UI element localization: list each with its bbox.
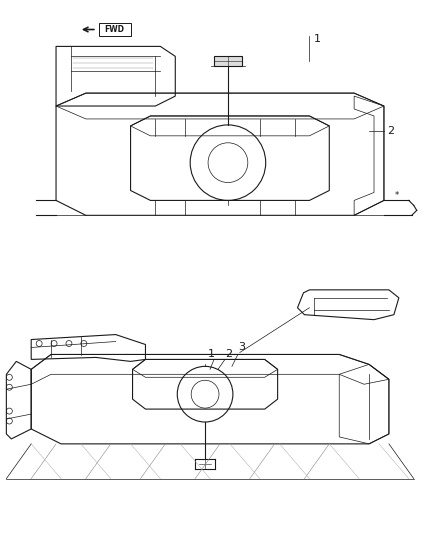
FancyBboxPatch shape — [99, 22, 131, 36]
Text: FWD: FWD — [105, 25, 125, 34]
Polygon shape — [214, 56, 242, 66]
Text: 2: 2 — [225, 350, 232, 359]
Text: 1: 1 — [314, 35, 321, 44]
Text: 2: 2 — [387, 126, 394, 136]
Text: 3: 3 — [238, 343, 245, 352]
Text: 1: 1 — [208, 350, 215, 359]
Text: *: * — [395, 191, 399, 200]
